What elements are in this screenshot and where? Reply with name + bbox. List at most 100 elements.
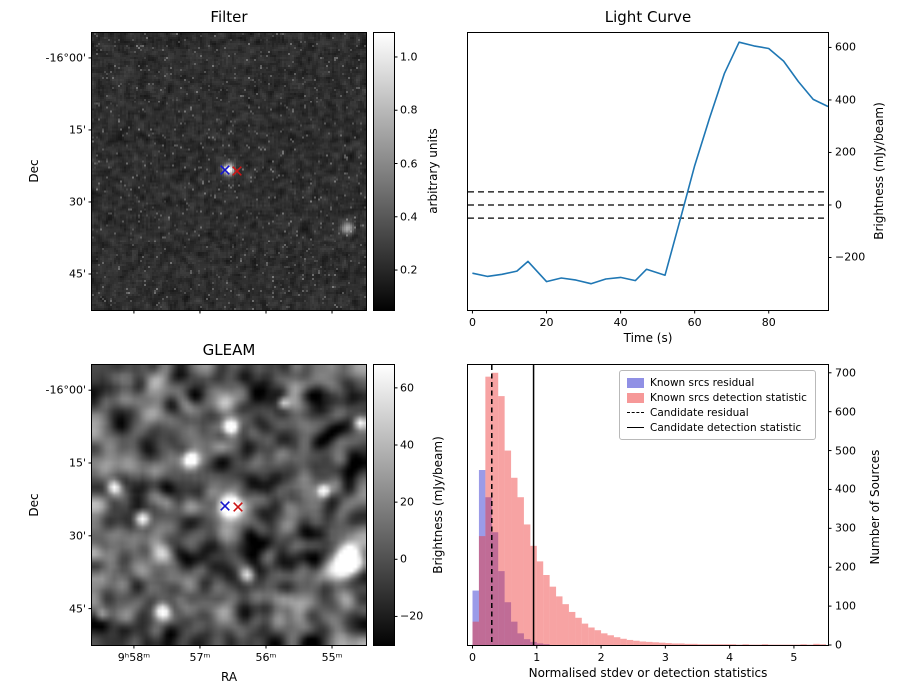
- legend-item-label: Candidate residual: [650, 406, 749, 419]
- detection-histogram-bar: [723, 644, 730, 645]
- residual-histogram-bar: [498, 571, 505, 645]
- residual-histogram-bar: [491, 532, 499, 645]
- detection-histogram-bar: [581, 623, 589, 645]
- filter-colorbar-tick-label: 0.8: [400, 103, 418, 117]
- light-curve-ytick-label: 200: [835, 145, 856, 159]
- axes-border: [373, 364, 395, 646]
- axes-border: [373, 32, 395, 311]
- detection-histogram-bar: [813, 643, 820, 645]
- legend-item: Known srcs residual: [627, 375, 807, 390]
- filter-dec-tick-label: 45': [68, 267, 86, 281]
- detection-histogram-bar: [613, 637, 621, 645]
- filter-dec-tick-label: -16°00': [45, 51, 87, 65]
- residual-histogram-bar: [523, 639, 531, 645]
- legend-item: Candidate residual: [627, 405, 807, 420]
- light-curve-ytick-label: 400: [835, 93, 856, 107]
- detection-histogram-bar: [504, 450, 512, 645]
- gleam-colorbar-tick-label: 60: [400, 381, 414, 395]
- histogram-xtick-label: 3: [661, 651, 669, 664]
- detection-histogram-bar: [697, 644, 704, 645]
- gleam-dec-tick-label: 45': [68, 602, 86, 616]
- detection-histogram-bar: [761, 644, 769, 645]
- detection-histogram-bar: [819, 644, 827, 645]
- histogram-xlabel: Normalised stdev or detection statistics: [528, 666, 768, 680]
- detection-histogram-bar: [684, 643, 692, 645]
- detection-histogram-bar: [703, 644, 711, 645]
- light-curve-title: Light Curve: [604, 8, 692, 26]
- light-curve-ytick-label: 0: [835, 198, 842, 212]
- light-curve-xtick-label: 60: [687, 316, 702, 329]
- gleam-colorbar: [374, 365, 394, 645]
- legend-patch-swatch: [627, 377, 644, 388]
- legend-dashed-line-swatch: [627, 412, 644, 413]
- gleam-colorbar-tick-label: 20: [400, 495, 414, 509]
- light-curve-xtick-label: 40: [613, 316, 628, 329]
- residual-histogram-bar: [543, 644, 550, 645]
- light-curve-ytick-label: 600: [835, 40, 856, 54]
- detection-histogram-bar: [607, 635, 614, 645]
- detection-histogram-bar: [658, 642, 666, 645]
- gleam-catalog-x-marker: [233, 502, 243, 512]
- detection-histogram-bar: [568, 611, 576, 645]
- detection-histogram-bar: [633, 640, 640, 645]
- histogram-ytick-label: 700: [835, 366, 856, 380]
- detection-histogram-bar: [652, 642, 659, 645]
- detection-histogram-bar: [517, 497, 524, 645]
- legend-item: Candidate detection statistic: [627, 420, 807, 435]
- residual-histogram-bar: [478, 470, 486, 645]
- histogram-legend: Known srcs residual Known srcs detection …: [619, 370, 816, 440]
- gleam-dec-tick-label: -16°00': [45, 383, 87, 397]
- detection-histogram-bar: [691, 643, 698, 645]
- histogram-ytick-label: 500: [835, 444, 856, 458]
- histogram-xtick-label: 0: [469, 651, 476, 664]
- detection-histogram-bar: [511, 477, 518, 645]
- detection-histogram-bar: [562, 604, 569, 645]
- detection-histogram-bar: [646, 641, 653, 645]
- filter-dec-tick-label: 30': [68, 195, 86, 209]
- residual-histogram-bar: [511, 621, 518, 645]
- gleam-candidate-x-marker: [220, 501, 230, 511]
- detection-histogram-bar: [556, 596, 563, 645]
- gleam-colorbar-tick-label: 40: [400, 438, 414, 452]
- residual-histogram-bar: [485, 497, 492, 645]
- detection-histogram-bar: [575, 617, 582, 645]
- gleam-title: GLEAM: [202, 341, 256, 359]
- detection-histogram-bar: [485, 376, 492, 645]
- histogram-ytick-label: 100: [835, 599, 856, 613]
- detection-histogram-bar: [549, 586, 557, 645]
- detection-histogram-bar: [498, 396, 505, 645]
- gleam-dec-tick-label: 30': [68, 529, 86, 543]
- detection-histogram-bar: [543, 575, 550, 645]
- histogram-ylabel: Number of Sources: [868, 449, 882, 565]
- axes-border: [467, 364, 829, 646]
- filter-ylabel: Dec: [27, 159, 41, 183]
- histogram-ytick-label: 400: [835, 482, 856, 496]
- light-curve-xtick-label: 0: [468, 316, 476, 329]
- residual-histogram-bar: [517, 633, 524, 645]
- filter-colorbar-tick-label: 0.6: [400, 157, 418, 170]
- detection-histogram-bar: [800, 644, 807, 645]
- histogram-ytick-label: 600: [835, 405, 856, 419]
- gleam-ylabel: Dec: [27, 493, 41, 517]
- detection-histogram-bar: [665, 643, 672, 645]
- gleam-colorbar-label: Brightness (mJy/beam): [431, 436, 445, 574]
- gleam-sky-image: [92, 365, 366, 645]
- light-curve-line: [472, 41, 829, 285]
- light-curve-ylabel: Brightness (mJy/beam): [872, 102, 886, 240]
- histogram-xtick-label: 4: [726, 651, 734, 664]
- detection-histogram-bar: [472, 621, 479, 645]
- residual-histogram-bar: [472, 590, 479, 645]
- axes-border: [91, 32, 367, 311]
- detection-histogram-bar: [491, 372, 499, 645]
- gleam-ra-tick-label: 56ᵐ: [255, 651, 277, 664]
- legend-item-label: Known srcs detection statistic: [650, 391, 807, 404]
- legend-solid-line-swatch: [627, 427, 644, 428]
- residual-histogram-bar: [536, 643, 544, 645]
- detection-histogram-bar: [710, 644, 717, 645]
- light-curve-xtick-label: 20: [539, 316, 554, 329]
- legend-item-label: Known srcs residual: [650, 376, 755, 389]
- filter-colorbar-tick-label: 0.2: [400, 263, 418, 277]
- axes-border: [467, 32, 829, 311]
- gleam-ra-tick-label: 55ᵐ: [321, 651, 343, 664]
